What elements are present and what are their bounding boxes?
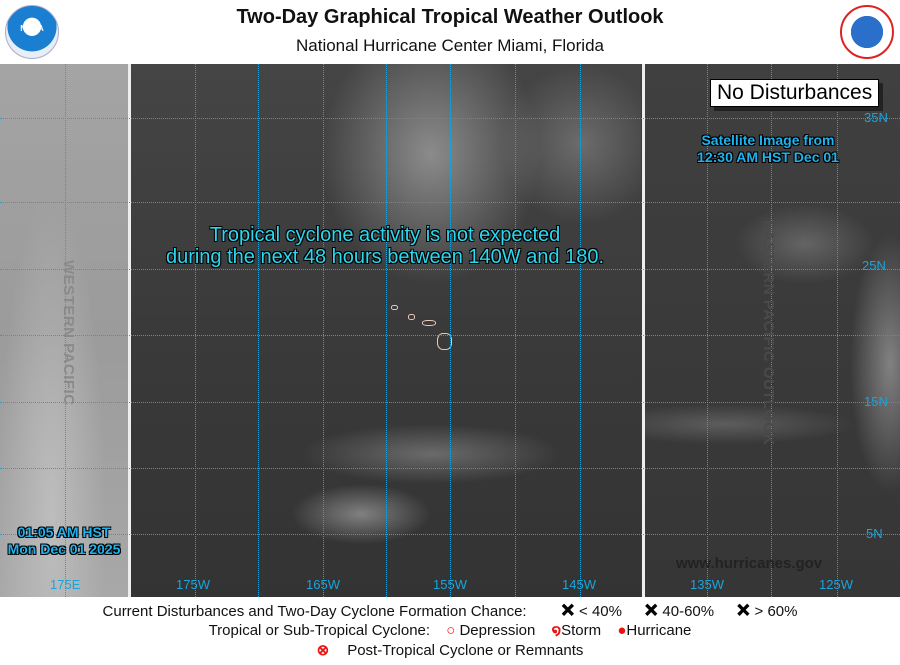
longitude-gridline	[450, 64, 451, 597]
longitude-gridline	[65, 64, 66, 597]
legend-row-cyclones: Tropical or Sub-Tropical Cyclone: ○ Depr…	[0, 621, 900, 639]
latitude-gridline	[0, 402, 900, 403]
lon-label: 175W	[176, 577, 210, 592]
satellite-time-line2: 12:30 AM HST Dec 01	[697, 149, 839, 165]
legend-cyclone-label: Tropical or Sub-Tropical Cyclone:	[208, 622, 431, 639]
lon-label: 175E	[50, 577, 81, 592]
lon-label: 125W	[819, 577, 853, 592]
longitude-gridline	[258, 64, 259, 597]
outlook-message: Tropical cyclone activity is not expecte…	[130, 224, 640, 268]
satellite-time-line1: Satellite Image from	[701, 132, 835, 148]
lat-label: 25N	[862, 258, 886, 273]
depression-icon: ○	[446, 622, 456, 639]
page-subtitle: National Hurricane Center Miami, Florida	[295, 36, 604, 55]
hawaii-island-kauai	[391, 305, 398, 310]
hurricane-icon: ●	[617, 622, 627, 639]
issued-time: 01:05 AM HST Mon Dec 01 2025	[0, 524, 128, 558]
storm-icon: ໑	[551, 622, 562, 639]
lon-label: 155W	[433, 577, 467, 592]
legend-row-post-tropical: ⊗ Post-Tropical Cyclone or Remnants	[0, 641, 900, 659]
satellite-map: 175E 175W 165W 155W 145W 135W 125W 35N 2…	[0, 64, 900, 597]
latitude-gridline	[0, 468, 900, 469]
longitude-gridline	[771, 64, 772, 597]
no-disturbances-box: No Disturbances	[710, 79, 880, 107]
low-chance-x-icon: ✕	[560, 601, 576, 621]
legend-storm: Storm	[561, 622, 602, 639]
lat-label: 5N	[866, 526, 883, 541]
outlook-message-line1: Tropical cyclone activity is not expecte…	[209, 224, 561, 246]
panel-divider	[128, 64, 131, 597]
legend-medium: 40-60%	[662, 603, 715, 620]
longitude-gridline	[195, 64, 196, 597]
noaa-logo: NOAA	[5, 5, 59, 59]
latitude-gridline	[0, 335, 900, 336]
eastern-pacific-panel	[645, 64, 900, 597]
western-pacific-panel	[0, 64, 128, 597]
legend-low: < 40%	[579, 603, 622, 620]
issued-time-line1: 01:05 AM HST	[17, 524, 111, 540]
page-title: Two-Day Graphical Tropical Weather Outlo…	[236, 6, 664, 28]
longitude-gridline	[386, 64, 387, 597]
hawaii-island-oahu	[408, 314, 415, 320]
lat-label: 15N	[864, 394, 888, 409]
lon-label: 135W	[690, 577, 724, 592]
website-watermark: www.hurricanes.gov	[676, 555, 823, 572]
latitude-gridline	[0, 118, 900, 119]
legend-row-disturbances: Current Disturbances and Two-Day Cyclone…	[0, 601, 900, 621]
outlook-message-line2: during the next 48 hours between 140W an…	[165, 246, 605, 268]
legend-post-tropical: Post-Tropical Cyclone or Remnants	[347, 642, 584, 659]
satellite-time: Satellite Image from 12:30 AM HST Dec 01	[668, 132, 868, 166]
latitude-gridline	[0, 269, 900, 270]
issued-date-line: Mon Dec 01 2025	[7, 541, 121, 557]
legend-disturbance-label: Current Disturbances and Two-Day Cyclone…	[102, 603, 527, 620]
hawaii-island-big-island	[437, 333, 452, 350]
lon-label: 145W	[562, 577, 596, 592]
legend-hurricane: Hurricane	[626, 622, 692, 639]
western-pacific-label: WESTERN PACIFIC	[60, 260, 77, 406]
lat-label: 35N	[864, 110, 888, 125]
medium-chance-x-icon: ✕	[644, 601, 659, 621]
post-tropical-icon: ⊗	[316, 642, 330, 659]
longitude-gridline	[580, 64, 581, 597]
longitude-gridline	[323, 64, 324, 597]
lon-label: 165W	[306, 577, 340, 592]
legend-depression: Depression	[459, 622, 536, 639]
hawaii-island-maui	[422, 320, 436, 326]
longitude-gridline	[707, 64, 708, 597]
panel-divider	[642, 64, 645, 597]
high-chance-x-icon: ✕	[736, 601, 751, 621]
nws-logo	[840, 5, 894, 59]
longitude-gridline	[515, 64, 516, 597]
eastern-pacific-label: EASTERN PACIFIC OUTLOOK	[760, 220, 777, 446]
legend-high: > 60%	[754, 603, 798, 620]
latitude-gridline	[0, 534, 900, 535]
latitude-gridline	[0, 202, 900, 203]
longitude-gridline	[837, 64, 838, 597]
